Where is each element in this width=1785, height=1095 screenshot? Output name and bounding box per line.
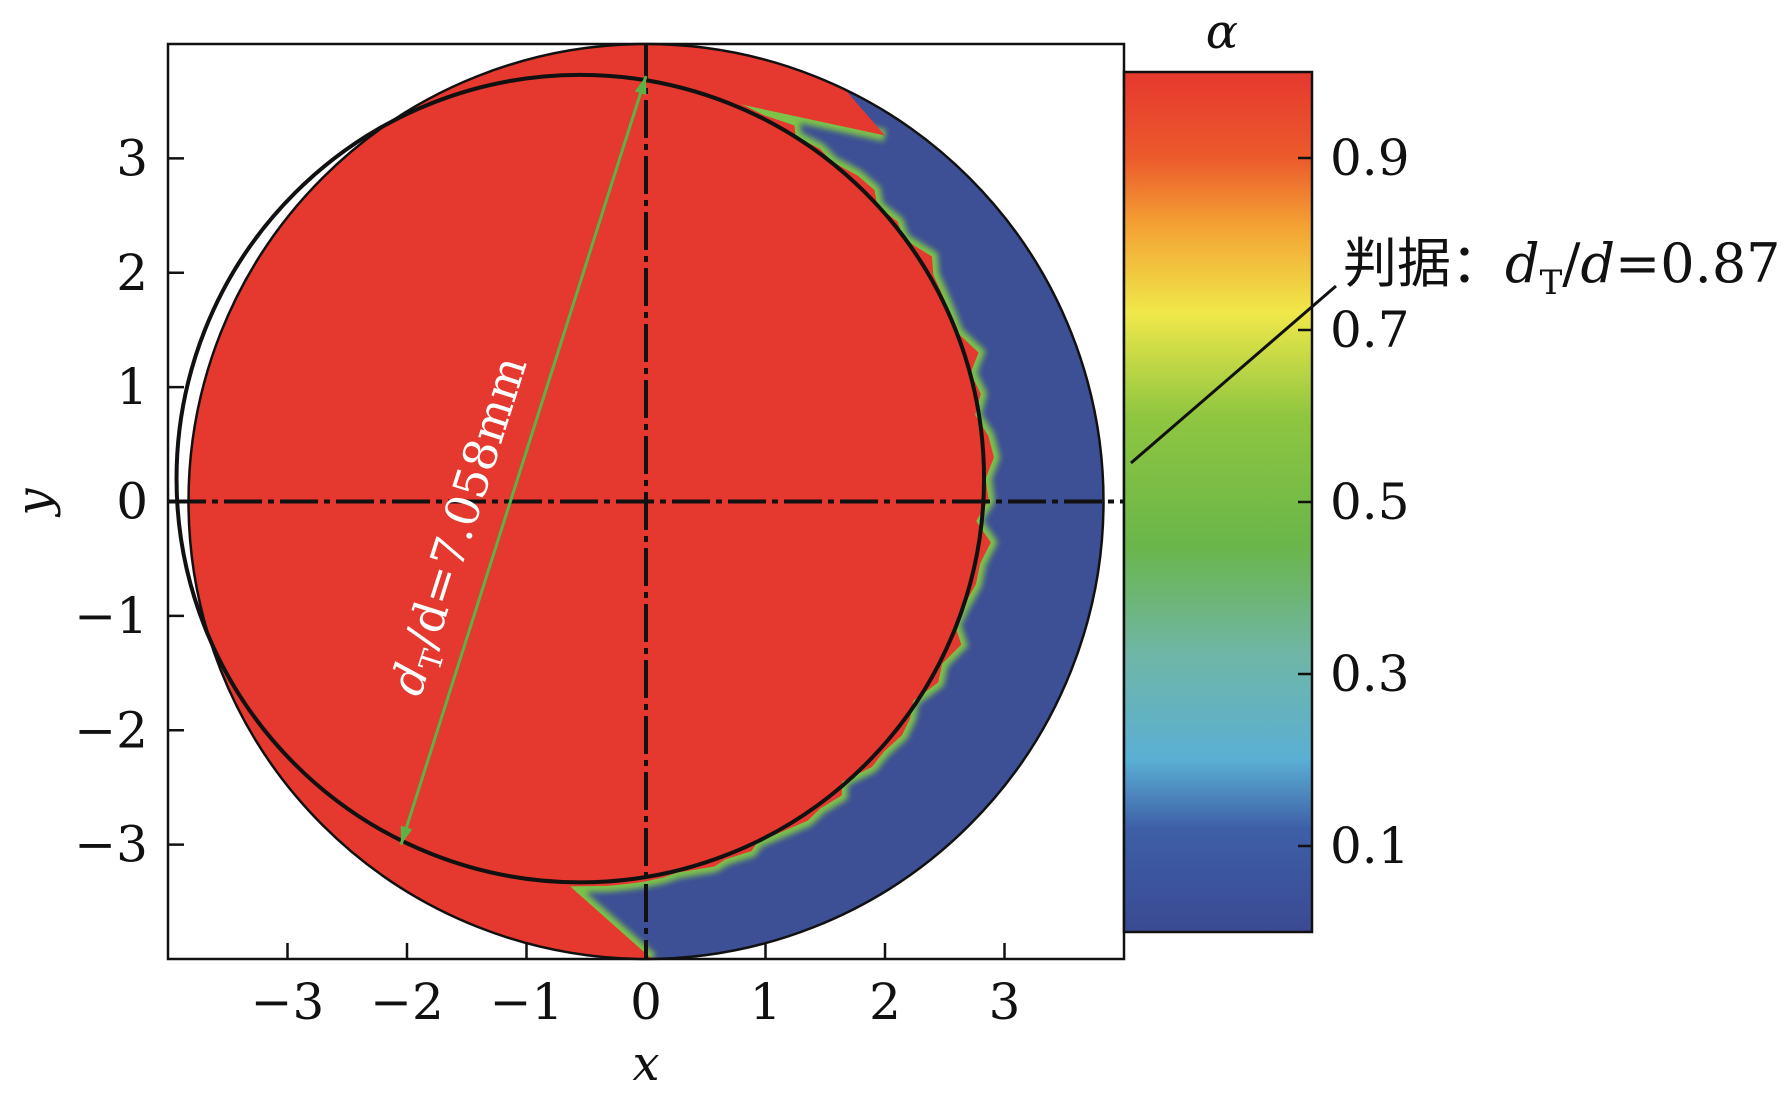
colorbar-ticks: 0.1 0.3 0.5 0.7 0.9 <box>1298 129 1410 875</box>
criterion-label: 判据：dT/d=0.87 <box>1343 232 1781 303</box>
x-tick-label: −3 <box>251 973 325 1031</box>
x-tick-label: 1 <box>750 973 782 1031</box>
y-tick-label: −3 <box>74 816 148 874</box>
y-axis-ticks: −3 −2 −1 0 1 2 3 <box>74 129 184 874</box>
y-axis-label: y <box>6 488 62 518</box>
criterion-sub: T <box>1540 263 1563 303</box>
x-tick-label: 2 <box>869 973 901 1031</box>
x-tick-label: −2 <box>370 973 444 1031</box>
x-axis-label: x <box>632 1036 659 1092</box>
y-tick-label: −2 <box>74 701 148 759</box>
criterion-var2: d <box>1580 232 1615 295</box>
y-tick-label: 3 <box>116 129 148 187</box>
y-tick-label: 2 <box>116 244 148 302</box>
colorbar-label: α <box>1206 4 1238 60</box>
colorbar-tick-label: 0.7 <box>1330 301 1410 359</box>
colorbar-tick-label: 0.9 <box>1330 129 1410 187</box>
x-axis-ticks: −3 −2 −1 0 1 2 3 <box>251 943 1021 1031</box>
x-tick-label: 0 <box>630 973 662 1031</box>
inner-circle <box>174 72 987 885</box>
colorbar-tick-label: 0.1 <box>1330 817 1410 875</box>
colorbar <box>1122 70 1314 934</box>
criterion-leader-line <box>1130 284 1337 465</box>
y-tick-label: 1 <box>116 358 148 416</box>
criterion-slash: / <box>1562 232 1581 295</box>
y-tick-label: 0 <box>116 473 148 531</box>
criterion-prefix: 判据： <box>1343 232 1505 295</box>
colorbar-tick-label: 0.3 <box>1330 645 1410 703</box>
colorbar-tick-label: 0.5 <box>1330 473 1410 531</box>
diameter-arrow <box>399 75 648 846</box>
x-tick-label: −1 <box>490 973 564 1031</box>
y-tick-label: −1 <box>74 587 148 645</box>
criterion-var1: d <box>1505 232 1540 295</box>
criterion-value: =0.87 <box>1615 232 1780 295</box>
x-tick-label: 3 <box>989 973 1021 1031</box>
